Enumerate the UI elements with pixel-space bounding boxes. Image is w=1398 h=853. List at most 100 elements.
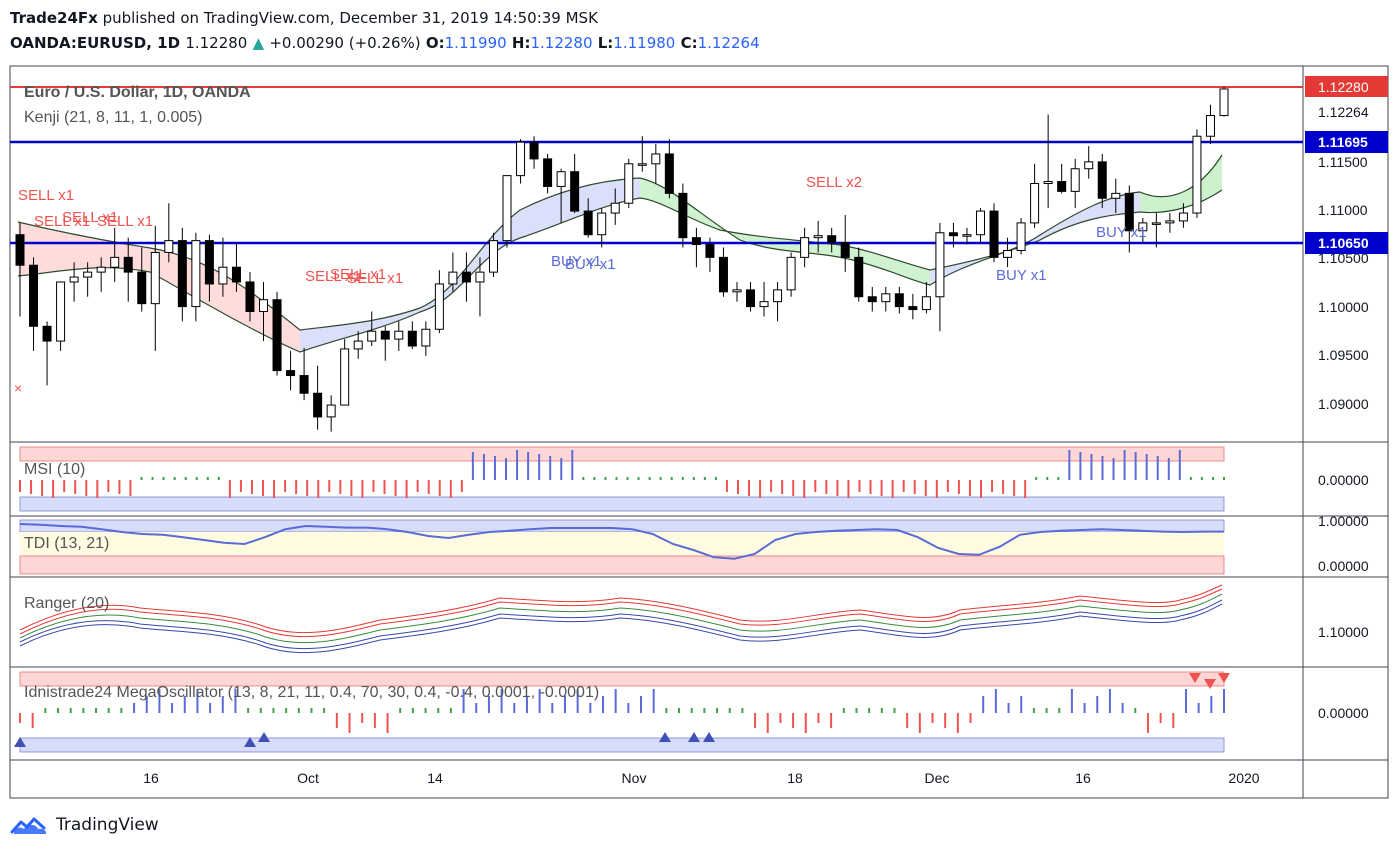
signal-labels: SELL x1 SELL x1 SELL x1 SELL x1 SELL x1 … bbox=[18, 174, 1147, 287]
published-text: published on TradingView.com, December 3… bbox=[102, 9, 598, 27]
msi-bar bbox=[913, 480, 916, 494]
mega-bar bbox=[1083, 703, 1086, 713]
msi-bar bbox=[1123, 450, 1126, 480]
msi-bar bbox=[781, 480, 784, 494]
msi-bar bbox=[350, 480, 353, 496]
candle-body-up bbox=[110, 256, 120, 268]
mega-bar bbox=[728, 708, 731, 713]
msi-bar bbox=[991, 480, 994, 492]
candle bbox=[610, 188, 620, 225]
low-value: 1.11980 bbox=[613, 34, 676, 52]
msi-bars bbox=[19, 450, 1225, 498]
mega-bar bbox=[323, 708, 326, 713]
mega-bar bbox=[82, 708, 85, 713]
candle-body-up bbox=[651, 153, 661, 165]
msi-bar bbox=[317, 480, 320, 498]
time-tick: 16 bbox=[1075, 770, 1091, 786]
candle-body-up bbox=[96, 266, 106, 273]
time-tick: 16 bbox=[143, 770, 159, 786]
mega-bar bbox=[906, 713, 909, 728]
candle bbox=[583, 198, 593, 238]
mega-bar bbox=[716, 708, 719, 713]
red-level-value: 1.12280 bbox=[1318, 79, 1369, 95]
candle bbox=[1124, 185, 1134, 253]
msi-bar bbox=[924, 480, 927, 496]
candle-body-up bbox=[488, 240, 498, 273]
mega-bar bbox=[361, 713, 364, 723]
msi-bar bbox=[957, 480, 960, 494]
candle-body-up bbox=[597, 212, 607, 236]
msi-bar bbox=[1024, 480, 1027, 498]
msi-bar bbox=[140, 477, 143, 480]
mega-bar bbox=[1197, 703, 1200, 713]
mega-bar bbox=[893, 708, 896, 713]
candle bbox=[245, 272, 255, 322]
candle bbox=[813, 220, 823, 253]
candle-body-down bbox=[231, 266, 241, 283]
msi-bar bbox=[593, 477, 596, 480]
msi-bar bbox=[692, 477, 695, 480]
msi-bar bbox=[825, 480, 828, 494]
mega-bar bbox=[209, 703, 212, 713]
mega-bar bbox=[449, 708, 452, 713]
candle bbox=[1178, 203, 1188, 228]
candle-body-down bbox=[948, 232, 958, 237]
candle-body-up bbox=[1178, 212, 1188, 222]
mega-bar bbox=[766, 713, 769, 733]
mega-bar bbox=[44, 708, 47, 713]
mega-bar bbox=[475, 703, 478, 713]
candle-body-down bbox=[746, 289, 756, 308]
candle-body-down bbox=[313, 392, 323, 418]
candle bbox=[800, 227, 810, 268]
candle bbox=[1084, 146, 1094, 179]
open-value: 1.11990 bbox=[444, 34, 507, 52]
ranger-line bbox=[19, 588, 1223, 638]
mega-bar bbox=[310, 708, 313, 713]
candle bbox=[1030, 163, 1040, 228]
mega-bar bbox=[792, 713, 795, 728]
cross-marker-icon: × bbox=[14, 380, 22, 396]
candle bbox=[164, 203, 174, 263]
ranger-line bbox=[19, 603, 1223, 654]
candle-body-down bbox=[272, 299, 282, 372]
candle bbox=[1016, 217, 1026, 255]
msi-bar bbox=[129, 480, 132, 496]
mega-pane: Idnistrade24 MegaOscillator (13, 8, 21, … bbox=[14, 671, 1369, 753]
kenji-bull-zone-4 bbox=[1140, 155, 1222, 213]
msi-bar bbox=[714, 477, 717, 480]
candle bbox=[367, 311, 377, 346]
candle-body-up bbox=[218, 266, 228, 285]
mega-bar bbox=[19, 713, 21, 723]
candle-body-up bbox=[1030, 183, 1040, 224]
mega-bar bbox=[57, 708, 60, 713]
mega-bar bbox=[234, 689, 237, 713]
kenji-bull-zone-1 bbox=[300, 178, 640, 352]
signal-label: BUY x1 bbox=[551, 253, 602, 270]
candle bbox=[894, 286, 904, 314]
mega-bar bbox=[133, 703, 136, 713]
candle bbox=[935, 222, 945, 332]
candle-body-up bbox=[962, 234, 972, 237]
ranger-tick: 1.10000 bbox=[1318, 624, 1369, 640]
time-tick: 14 bbox=[427, 770, 443, 786]
candle bbox=[1205, 104, 1215, 145]
msi-bar bbox=[228, 480, 231, 498]
mega-bar bbox=[880, 708, 883, 713]
msi-bar bbox=[803, 480, 806, 498]
candle-body-up bbox=[1138, 222, 1148, 232]
candle-body-up bbox=[1070, 168, 1080, 192]
mega-bar bbox=[601, 696, 604, 713]
mega-bar bbox=[969, 713, 972, 723]
msi-bar bbox=[262, 480, 265, 496]
kenji-bear-zone-1 bbox=[18, 222, 300, 352]
tradingview-logo[interactable]: TradingView bbox=[10, 814, 159, 836]
candle bbox=[83, 262, 93, 297]
mega-bar bbox=[1007, 703, 1010, 713]
mega-sell-markers bbox=[1189, 673, 1230, 689]
mega-bar bbox=[1032, 708, 1035, 713]
price-change: +0.00290 (+0.26%) bbox=[269, 34, 421, 52]
symbol-line: OANDA:EURUSD, 1D 1.12280 ▲ +0.00290 (+0.… bbox=[10, 34, 760, 52]
candle-body-up bbox=[434, 283, 444, 330]
candle-body-down bbox=[854, 256, 864, 298]
